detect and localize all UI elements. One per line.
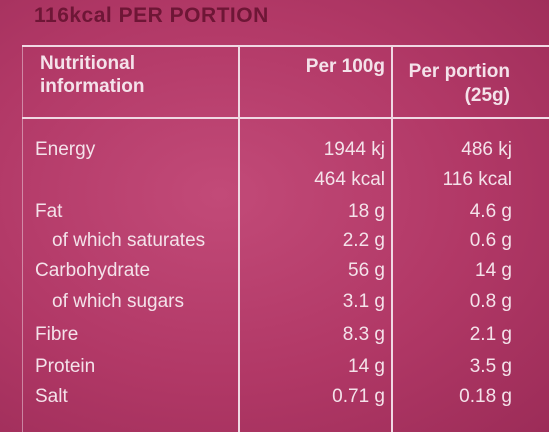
per-portion-value: 0.18 g [459, 386, 512, 407]
rule [22, 117, 549, 119]
row-label: Carbohydrate [35, 260, 151, 281]
rule [391, 45, 393, 432]
row-label: Salt [35, 386, 68, 407]
row-label: Fat [35, 201, 63, 222]
per-100g-value: 464 kcal [314, 169, 385, 190]
per-portion-value: 116 kcal [442, 169, 512, 190]
row-label: Fibre [35, 324, 79, 345]
rule [22, 45, 23, 432]
per-portion-value: 0.8 g [469, 291, 512, 312]
row-label: Energy [35, 139, 96, 160]
per-100g-value: 14 g [348, 356, 385, 377]
row-label: of which saturates [52, 230, 206, 251]
per-portion-value: 3.5 g [469, 356, 512, 377]
per-portion-value: 486 kj [461, 139, 512, 160]
row-label: of which sugars [52, 291, 185, 312]
per-100g-value: 3.1 g [342, 291, 385, 312]
column-header: Per 100g [305, 56, 385, 77]
rule [22, 45, 549, 47]
rule [238, 45, 240, 432]
per-portion-value: 4.6 g [469, 201, 512, 222]
per-100g-value: 56 g [348, 260, 385, 281]
per-100g-value: 1944 kj [323, 139, 385, 160]
per-100g-value: 18 g [348, 201, 385, 222]
label-title: 116kcal PER PORTION [34, 4, 269, 27]
per-portion-value: 2.1 g [469, 324, 512, 345]
column-header: Per portion (25g) [408, 61, 510, 106]
column-header: Nutritional information [40, 53, 145, 97]
per-portion-value: 0.6 g [469, 230, 512, 251]
per-100g-value: 0.71 g [332, 386, 385, 407]
per-100g-value: 2.2 g [342, 230, 385, 251]
per-100g-value: 8.3 g [342, 324, 385, 345]
per-portion-value: 14 g [475, 260, 512, 281]
row-label: Protein [35, 356, 96, 377]
